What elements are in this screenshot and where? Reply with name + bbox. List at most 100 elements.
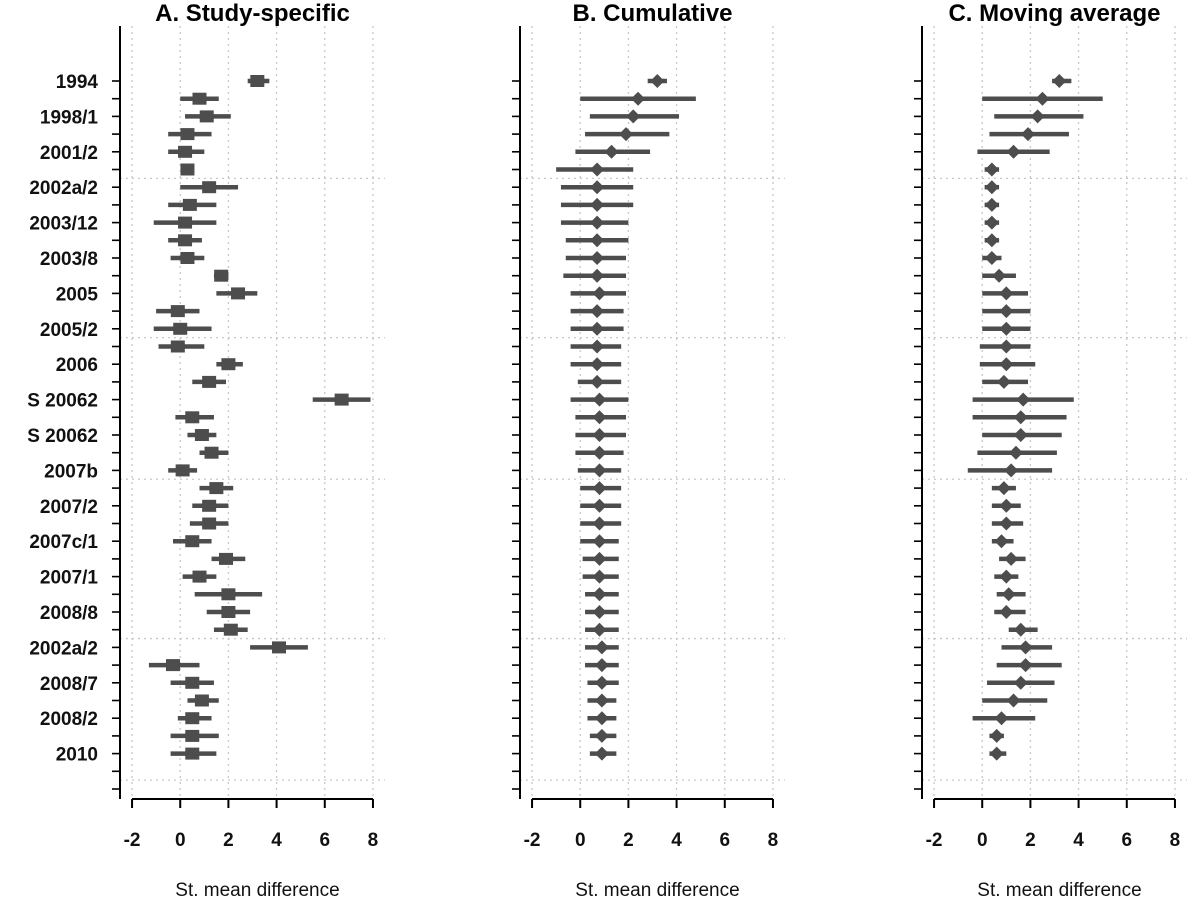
point-estimate-diamond: [592, 481, 607, 496]
y-label-2005: 2005: [56, 284, 99, 305]
x-tick-label: 8: [768, 830, 779, 851]
point-estimate-diamond: [996, 481, 1011, 496]
point-estimate-square: [214, 269, 229, 282]
point-estimate-diamond: [1013, 428, 1028, 442]
point-estimate-diamond: [1013, 675, 1028, 690]
y-label-1994: 1994: [56, 72, 99, 93]
point-estimate-diamond: [984, 197, 999, 212]
point-estimate-diamond: [999, 321, 1014, 336]
point-estimate-diamond: [999, 357, 1014, 372]
point-estimate-square: [178, 216, 193, 229]
point-estimate-square: [223, 623, 238, 636]
x-tick-label: -2: [524, 830, 541, 851]
point-estimate-diamond: [592, 463, 607, 478]
point-estimate-diamond: [1013, 410, 1028, 425]
point-estimate-diamond: [592, 516, 607, 531]
point-estimate-diamond: [590, 233, 605, 248]
point-estimate-diamond: [992, 268, 1007, 283]
point-estimate-square: [182, 198, 197, 211]
point-estimate-diamond: [592, 498, 607, 513]
point-estimate-diamond: [984, 162, 999, 177]
y-label-2002a-2: 2002a/2: [29, 638, 98, 659]
point-estimate-square: [170, 340, 185, 353]
point-estimate-square: [221, 358, 236, 371]
point-estimate-square: [185, 411, 200, 424]
point-estimate-diamond: [1006, 693, 1021, 708]
point-estimate-square: [334, 393, 349, 406]
point-estimate-diamond: [1021, 127, 1035, 142]
x-tick-label: 6: [1121, 830, 1132, 851]
point-estimate-square: [170, 305, 185, 318]
point-estimate-diamond: [592, 605, 607, 619]
y-label-2003-8: 2003/8: [40, 249, 98, 270]
y-label-s-20062: S 20062: [27, 391, 98, 412]
x-tick-label: 2: [1025, 830, 1036, 851]
point-estimate-diamond: [994, 711, 1009, 726]
point-estimate-diamond: [594, 746, 609, 761]
x-tick-label: 4: [1073, 830, 1084, 851]
x-tick-label: 6: [319, 830, 330, 851]
point-estimate-diamond: [592, 428, 607, 442]
x-axis-label: St. mean difference: [175, 880, 339, 901]
point-estimate-diamond: [984, 180, 999, 195]
y-label-2007c-1: 2007c/1: [29, 532, 98, 553]
point-estimate-diamond: [594, 640, 609, 655]
point-estimate-square: [194, 694, 209, 707]
point-estimate-diamond: [999, 304, 1014, 319]
x-axis-label: St. mean difference: [575, 880, 739, 901]
point-estimate-diamond: [1008, 445, 1023, 460]
point-estimate-diamond: [999, 516, 1014, 531]
x-tick-label: 4: [271, 830, 282, 851]
point-estimate-square: [185, 729, 200, 742]
panel-cumulative: -2 0 2 4 6 8 B. Cumulative St. mean difference: [512, 0, 785, 901]
point-estimate-diamond: [631, 91, 646, 106]
y-label-2003-12: 2003/12: [29, 214, 98, 235]
point-estimate-square: [194, 429, 209, 441]
point-estimate-diamond: [1001, 587, 1016, 602]
point-estimate-diamond: [592, 587, 607, 602]
point-estimate-diamond: [590, 162, 605, 177]
point-estimate-diamond: [590, 357, 605, 372]
point-estimate-square: [209, 482, 224, 495]
point-estimate-square: [180, 163, 195, 176]
y-label-2007-2: 2007/2: [40, 497, 98, 518]
point-estimate-diamond: [984, 233, 999, 248]
point-estimate-square: [202, 499, 217, 512]
point-estimate-diamond: [989, 746, 1004, 761]
point-estimate-diamond: [999, 339, 1014, 354]
x-axis-label: St. mean difference: [977, 880, 1141, 901]
point-estimate-square: [204, 446, 219, 459]
y-label-1998-1: 1998/1: [40, 107, 99, 128]
y-label-2008-2: 2008/2: [40, 709, 98, 730]
point-estimate-diamond: [999, 605, 1014, 619]
point-estimate-diamond: [1030, 109, 1045, 124]
point-estimate-diamond: [994, 534, 1009, 549]
point-estimate-diamond: [1052, 74, 1067, 88]
point-estimate-diamond: [594, 675, 609, 690]
point-estimate-square: [180, 252, 195, 264]
point-estimate-diamond: [1018, 658, 1033, 673]
point-estimate-diamond: [984, 215, 999, 230]
point-estimate-square: [173, 322, 188, 335]
point-estimate-square: [185, 535, 200, 548]
point-estimate-diamond: [592, 569, 607, 584]
point-estimate-diamond: [999, 286, 1014, 301]
y-label-2008-8: 2008/8: [40, 603, 98, 624]
point-estimate-square: [192, 92, 207, 105]
panel-study-specific: -2 0 2 4 6 8 1994 1998/1 2001/2 2002a/2 2003/12 200…: [27, 0, 385, 901]
point-estimate-diamond: [996, 374, 1011, 389]
point-estimate-square: [250, 75, 265, 87]
point-estimate-square: [231, 287, 246, 300]
panel-title: A. Study-specific: [155, 0, 350, 27]
point-estimate-diamond: [999, 498, 1014, 513]
point-estimate-diamond: [1004, 551, 1019, 566]
x-tick-label: -2: [124, 830, 141, 851]
point-estimate-diamond: [650, 74, 665, 88]
point-estimate-diamond: [590, 180, 605, 195]
x-tick-label: 6: [719, 830, 730, 851]
point-estimate-square: [219, 552, 233, 565]
point-estimate-diamond: [626, 109, 641, 124]
point-estimate-diamond: [592, 286, 607, 301]
point-estimate-square: [185, 676, 200, 689]
point-estimate-diamond: [594, 658, 609, 673]
